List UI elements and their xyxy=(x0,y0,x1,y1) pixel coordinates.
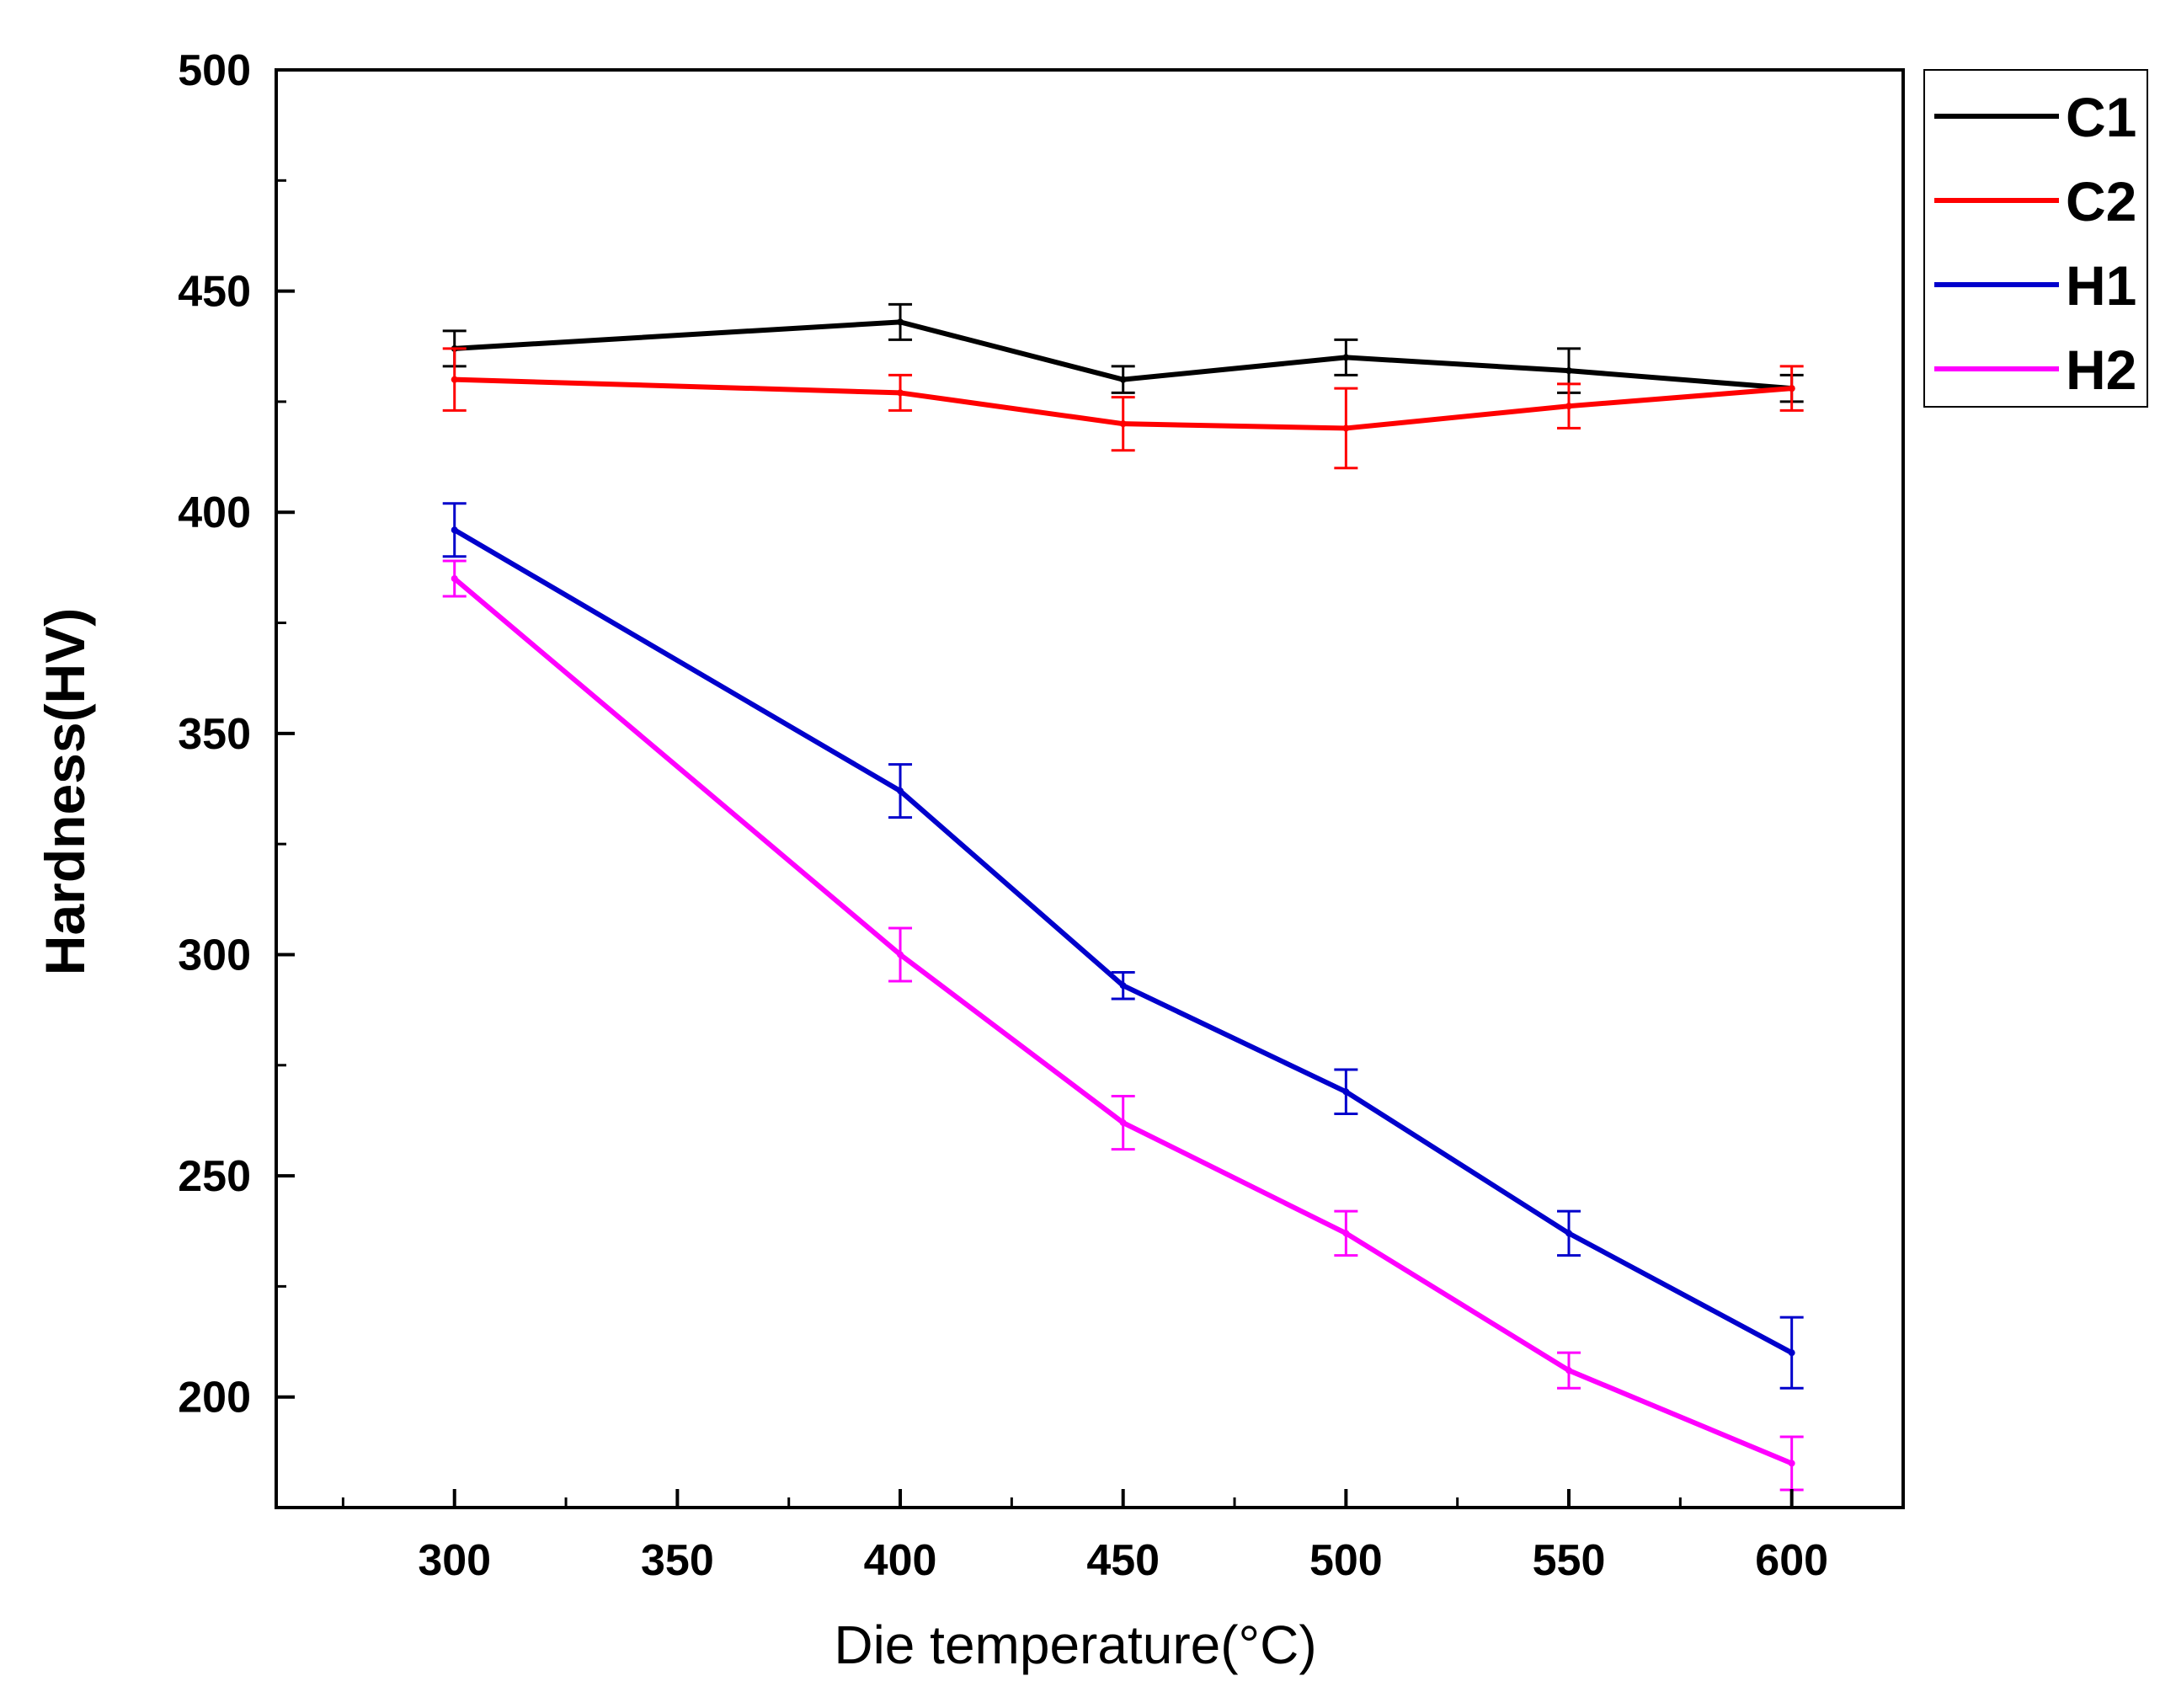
error-bar-h2 xyxy=(888,926,913,983)
data-point xyxy=(897,318,904,326)
error-bar-c2 xyxy=(1334,387,1358,470)
data-point xyxy=(897,951,904,958)
y-tick-label: 500 xyxy=(178,46,251,95)
y-tick-label: 200 xyxy=(178,1374,251,1422)
error-bar-c2 xyxy=(1111,396,1135,452)
error-bar-h1 xyxy=(1779,1316,1804,1390)
error-bar-h1 xyxy=(1334,1068,1358,1116)
error-bar-h1 xyxy=(1557,1209,1581,1257)
data-point xyxy=(1119,376,1127,383)
data-point xyxy=(1119,982,1127,990)
data-point xyxy=(1565,367,1573,375)
error-bar-c2 xyxy=(1779,365,1804,412)
plot-frame xyxy=(275,68,1905,1509)
y-tick-label: 350 xyxy=(178,710,251,759)
data-point xyxy=(1342,1230,1350,1237)
data-point xyxy=(1788,1460,1795,1467)
data-point xyxy=(1565,1230,1573,1237)
x-tick-label: 450 xyxy=(1086,1536,1160,1585)
data-point xyxy=(1342,424,1350,432)
data-point xyxy=(451,526,458,534)
error-bar-h2 xyxy=(1779,1435,1804,1492)
legend-item-h1: H1 xyxy=(1934,254,2136,317)
series-line-h2 xyxy=(452,576,1793,1466)
legend-box xyxy=(1923,69,2148,408)
legend-label: C1 xyxy=(2066,86,2136,148)
y-axis-title: Hardness(HV) xyxy=(34,608,96,975)
legend-label: H1 xyxy=(2066,254,2136,317)
series-c2 xyxy=(442,347,1804,470)
error-bar-c1 xyxy=(1111,365,1135,394)
x-tick-label: 350 xyxy=(641,1536,714,1585)
data-point xyxy=(1788,1349,1795,1357)
series-line-h1 xyxy=(453,527,1794,1355)
error-bar-h2 xyxy=(1557,1351,1581,1390)
error-bar-h2 xyxy=(1334,1209,1358,1257)
x-tick-label: 300 xyxy=(418,1536,491,1585)
error-bar-h2 xyxy=(442,559,467,598)
legend-item-h2: H2 xyxy=(1934,339,2136,401)
data-point xyxy=(451,376,458,383)
y-tick-label: 400 xyxy=(178,488,251,537)
error-bar-c2 xyxy=(1557,382,1581,430)
data-point xyxy=(1119,420,1127,428)
x-tick-label: 400 xyxy=(864,1536,937,1585)
y-tick-label: 300 xyxy=(178,931,251,979)
error-bar-c2 xyxy=(888,373,913,412)
legend: C1 C2 H1 H2 xyxy=(1923,69,2148,408)
plot-area xyxy=(275,68,1905,1509)
series-line-c1 xyxy=(454,319,1792,392)
y-tick-label: 450 xyxy=(178,268,251,317)
error-bar-c1 xyxy=(888,302,913,341)
x-tick-label: 500 xyxy=(1309,1536,1383,1585)
data-point xyxy=(1565,403,1573,410)
data-point xyxy=(1565,1367,1573,1374)
y-tick-label: 250 xyxy=(178,1152,251,1201)
x-tick-label: 600 xyxy=(1755,1536,1828,1585)
legend-label: H2 xyxy=(2066,339,2136,401)
data-point xyxy=(897,787,904,795)
data-point xyxy=(1342,354,1350,361)
error-bar-h2 xyxy=(1111,1095,1135,1151)
series-layer xyxy=(442,302,1804,1492)
error-bar-c2 xyxy=(442,347,467,412)
error-bar-c1 xyxy=(1334,338,1358,376)
series-h1 xyxy=(442,502,1804,1390)
x-axis-title: Die temperature(°C) xyxy=(834,1615,1316,1675)
x-tick-label: 550 xyxy=(1533,1536,1606,1585)
data-point xyxy=(1119,1119,1127,1127)
error-bar-h1 xyxy=(442,502,467,558)
data-point xyxy=(1788,385,1795,392)
error-bar-h1 xyxy=(888,763,913,819)
data-point xyxy=(897,389,904,397)
error-bar-h1 xyxy=(1111,970,1135,1001)
data-point xyxy=(451,575,458,583)
legend-item-c1: C1 xyxy=(1934,86,2136,148)
legend-label: C2 xyxy=(2066,170,2136,232)
series-line-c2 xyxy=(454,376,1792,431)
series-h2 xyxy=(442,559,1804,1492)
axis-layer: 200 250 300 350 400 450 500 300 350 400 450 500 550 6… xyxy=(178,46,1828,1585)
legend-item-c2: C2 xyxy=(1934,170,2136,232)
data-point xyxy=(1342,1088,1350,1096)
